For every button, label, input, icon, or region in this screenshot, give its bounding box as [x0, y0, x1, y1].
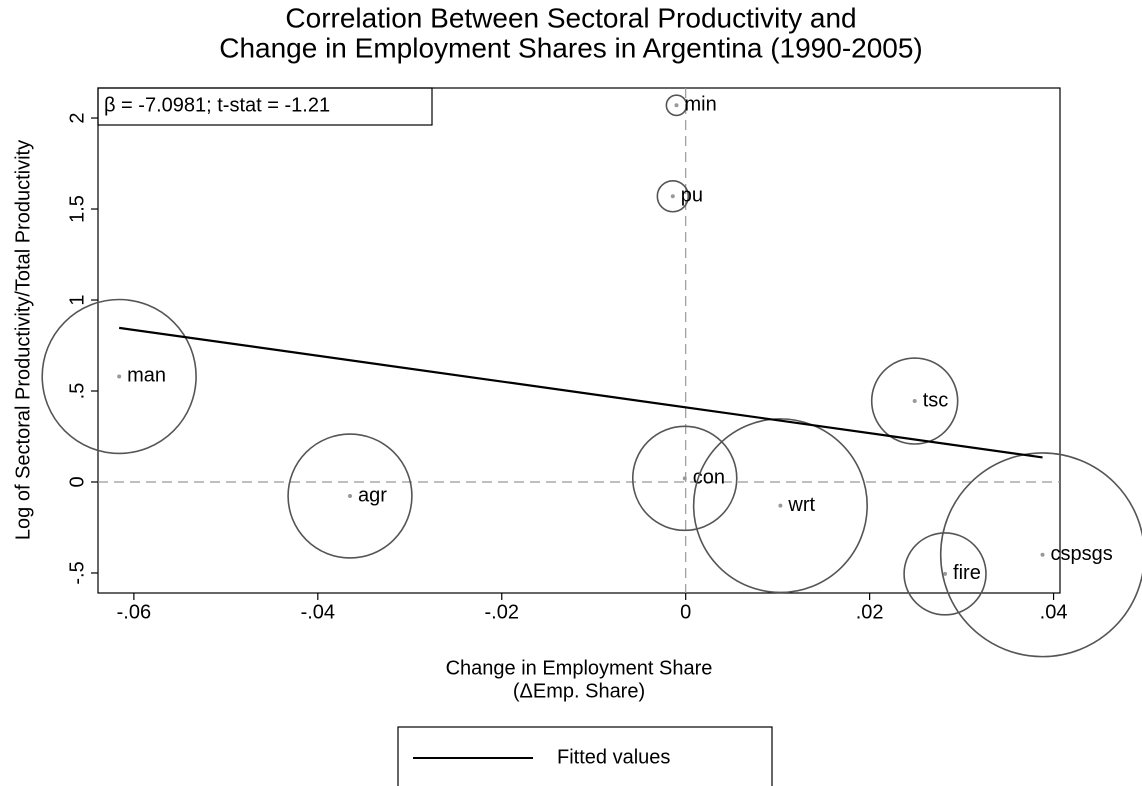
y-tick-label: -.5 — [66, 561, 88, 584]
bubble — [41, 298, 197, 455]
x-tick-label: 0 — [680, 601, 691, 623]
annotation: β = -7.0981; t-stat = -1.21 — [104, 94, 330, 116]
bubble — [665, 94, 688, 117]
bubble — [692, 418, 868, 594]
annotation-box — [97, 87, 433, 126]
point-label: man — [127, 365, 166, 387]
x-axis-title: (ΔEmp. Share) — [513, 680, 645, 702]
y-tick-label: 1 — [66, 294, 88, 305]
chart-title: Correlation Between Sectoral Productivit… — [285, 2, 856, 33]
y-tick-label: .5 — [66, 383, 88, 400]
point — [778, 503, 783, 508]
legend-box — [397, 726, 773, 786]
chart-title: Change in Employment Shares in Argentina… — [219, 32, 923, 63]
point — [674, 103, 679, 108]
point — [1040, 552, 1045, 557]
point — [347, 494, 352, 499]
point — [682, 476, 687, 481]
point-label: cspsgs — [1051, 543, 1113, 565]
point-label: tsc — [923, 389, 949, 411]
point — [670, 194, 675, 199]
y-axis-title: Log of Sectoral Productivity/Total Produ… — [12, 140, 34, 540]
point — [943, 571, 948, 576]
point-label: agr — [358, 484, 387, 506]
point — [912, 399, 917, 404]
point-label: pu — [681, 185, 703, 207]
fitted-line — [119, 326, 1043, 459]
plot-frame — [97, 87, 1061, 594]
x-tick-label: .04 — [1040, 601, 1068, 623]
y-tick-label: 0 — [66, 476, 88, 487]
point — [117, 374, 122, 379]
bubble — [656, 180, 690, 213]
bubble — [939, 452, 1142, 658]
x-tick-label: .02 — [856, 601, 884, 623]
legend-label: Fitted values — [557, 746, 670, 768]
x-tick-label: -.04 — [301, 601, 335, 623]
x-axis-title: Change in Employment Share — [446, 657, 713, 679]
point-label: wrt — [787, 494, 815, 516]
point-label: fire — [953, 562, 981, 584]
bubble — [870, 357, 959, 445]
y-tick-label: 2 — [66, 112, 88, 123]
bubble — [903, 532, 987, 616]
bubble — [287, 433, 413, 559]
bubble — [631, 425, 738, 532]
x-tick-label: -.06 — [117, 601, 151, 623]
y-tick-label: 1.5 — [66, 195, 88, 223]
x-tick-label: -.02 — [485, 601, 519, 623]
point-label: min — [684, 94, 716, 116]
